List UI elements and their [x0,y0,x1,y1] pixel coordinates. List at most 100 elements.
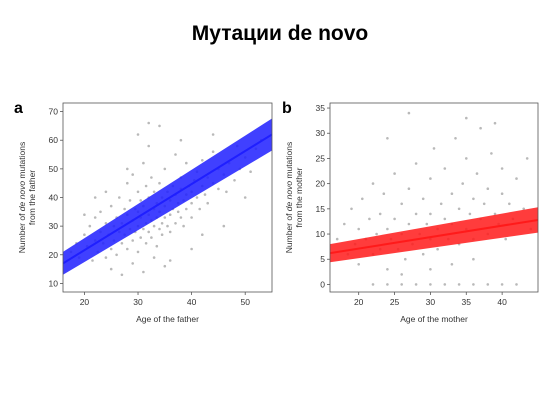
panel-a-point [163,167,167,171]
panel-a-point [152,224,156,228]
panel-b-point [443,283,447,286]
panel-b-point [407,111,411,115]
panel-b-point [461,182,465,185]
panel-b-fit-band [330,207,538,263]
panel-a-point [190,216,193,219]
panel-a-point [104,222,108,225]
panel-a-point [115,253,118,257]
panel-b-point [493,212,497,216]
panel-a-point [168,213,172,216]
panel-a-point [142,270,145,274]
panel-a-point [168,259,172,262]
panel-a-point [93,216,97,219]
panel-a-x-tick-label: 50 [240,297,250,307]
panel-b-point [472,283,475,286]
panel-b-point [443,217,447,221]
panel-a-point [109,267,113,271]
panel-b-point [386,268,389,271]
panel-b-point [386,283,389,286]
panel-a-point [131,173,134,176]
panel-a-point [142,161,145,165]
panel-a-point [160,233,164,236]
panel-b-point [522,207,525,211]
panel-a-point [131,262,134,265]
panel-a-point [211,133,215,136]
panel-a-point [243,196,247,199]
panel-b-point [371,182,375,185]
panel-b-point [475,172,479,175]
panel-a-point [249,170,252,173]
panel-b-point [414,283,418,286]
panel-a-point [142,227,145,231]
panel-b-point [386,137,389,140]
panel-b-y-tick-label: 10 [316,229,326,239]
panel-a-point [88,224,92,228]
panel-a-point [158,181,161,185]
panel-a-point [139,199,142,202]
panel-a-point [163,216,167,219]
panel-b-y-tick-label: 25 [316,153,326,163]
panel-a-point [182,224,185,228]
panel-b-y-axis-label: Number of de novo mutationsfrom the moth… [284,142,304,254]
panel-b-point [335,237,339,241]
panel-b-point [371,283,375,286]
panel-b-point [450,192,454,195]
panel-a-point [139,236,142,239]
panel-b-point [515,177,518,180]
panel-a-point [166,224,169,228]
panel-b-point [429,268,432,271]
panel-b-point [432,147,436,150]
panel-a-letter: a [14,100,23,117]
panel-b-y-tick-label: 30 [316,128,326,138]
panel-b-letter: b [282,100,292,117]
panel-b-point [493,121,497,125]
panel-a-point [150,236,153,239]
panel-b-point [429,212,432,216]
panel-b-point [439,202,443,206]
panel-b-point [468,212,472,216]
panel-a-point [104,256,108,259]
panel-a-point [91,259,94,262]
panel-b-point [472,197,475,201]
panel-b-fit-line [330,218,538,255]
panel-b-x-tick-label: 25 [390,297,400,307]
panel-a-point [185,207,188,211]
panel-a-point [160,222,164,225]
panel-b-point [400,202,404,206]
panel-b-point [421,197,425,201]
panel-a-fit-line [63,133,272,265]
panel-a-point [136,190,140,194]
panel-b-point [343,222,346,226]
panel-b-point [472,257,475,261]
panel-a-point [83,233,86,236]
panel-a-point [126,247,129,251]
panel-b-point [400,283,404,286]
panel-b-point [357,263,361,266]
panel-b-point [436,247,439,251]
panel-b-y-tick-label: 35 [316,103,326,113]
panel-a-point [83,213,86,216]
panel-b-point [486,283,490,286]
panel-a-point [155,244,159,248]
panel-b-x-axis-label: Age of the mother [400,314,468,324]
panel-b-x-tick-label: 30 [426,297,436,307]
panel-b-point [486,187,490,190]
panel-a-point [104,190,108,194]
panel-a-point [190,201,193,205]
panel-a-point [158,124,161,128]
panel-a-point [185,161,188,165]
panel-b-axes-frame [329,102,539,293]
panel-a-point [131,239,134,242]
panel-a-point [147,230,150,234]
panel-a-x-tick-label: 20 [80,297,90,307]
panel-a-plot: 20 30 40 50 10 20 30 40 50 60 70 Age of the father N… [17,102,273,324]
panel-b-x-tick-label: 35 [462,297,472,307]
panel-a-point [222,224,226,228]
panel-b-point [378,212,382,216]
panel-a-point [109,247,113,251]
panel-a-y-tick-label: 40 [49,193,59,203]
panel-a-y-tick-label: 60 [49,135,59,145]
panel-b-point [382,192,386,195]
panel-b-point [504,237,508,241]
